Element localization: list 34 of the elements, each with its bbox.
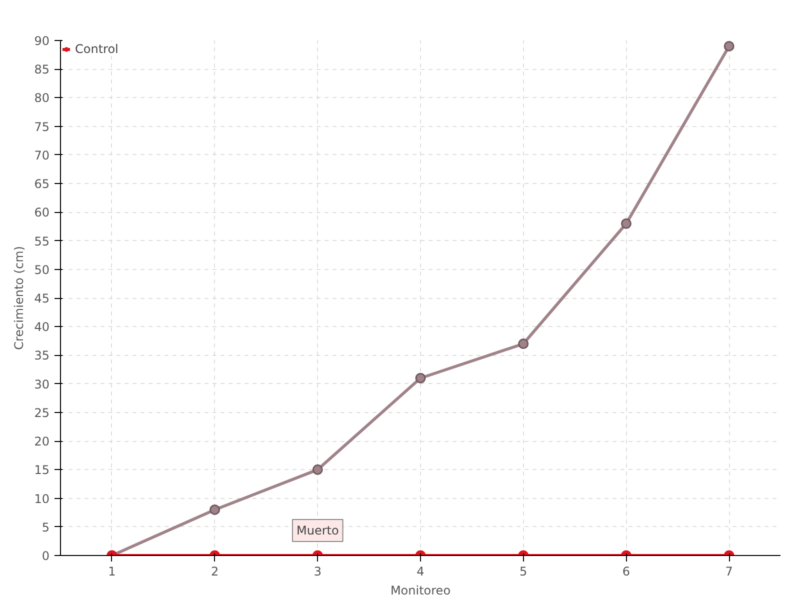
y-tick-label: 10 — [34, 492, 50, 506]
x-tick-label: 5 — [520, 564, 528, 578]
legend-label: Control — [75, 42, 118, 56]
point — [415, 372, 426, 384]
y-tick-label: 55 — [34, 234, 50, 248]
y-tick-label: 25 — [34, 406, 50, 420]
y-tick-label: 40 — [34, 320, 50, 334]
y-tick-label: 75 — [34, 120, 50, 134]
x-tick-label: 2 — [210, 564, 219, 578]
y-tick-label: 70 — [34, 148, 50, 162]
x-tick-label: 6 — [622, 564, 630, 578]
x-tick-label: 7 — [725, 564, 733, 578]
y-tick-label: 0 — [42, 549, 50, 563]
y-tick-label: 80 — [34, 91, 50, 106]
point — [724, 40, 734, 52]
x-axis-title: Monitoreo — [390, 584, 451, 598]
y-tick-label: 60 — [34, 206, 50, 220]
y-tick-label: 15 — [34, 463, 50, 478]
x-tick-label: 4 — [416, 564, 424, 578]
y-tick-label: 85 — [34, 62, 50, 77]
y-axis-title: Crecimiento (cm) — [12, 246, 26, 350]
y-tick-label: 45 — [34, 292, 50, 306]
point — [518, 338, 529, 350]
y-tick-label: 30 — [34, 377, 50, 392]
y-tick-label: 50 — [34, 262, 50, 277]
y-tick-label: 35 — [34, 348, 50, 363]
point — [620, 218, 632, 229]
y-tick-label: 65 — [34, 177, 50, 192]
y-tick-label: 5 — [42, 520, 50, 534]
annotation: Muerto — [296, 524, 339, 538]
y-tick-label: 20 — [34, 434, 50, 449]
x-tick-label: 3 — [314, 564, 322, 578]
y-tick-label: 90 — [34, 34, 50, 48]
x-tick-label: 1 — [108, 564, 116, 578]
